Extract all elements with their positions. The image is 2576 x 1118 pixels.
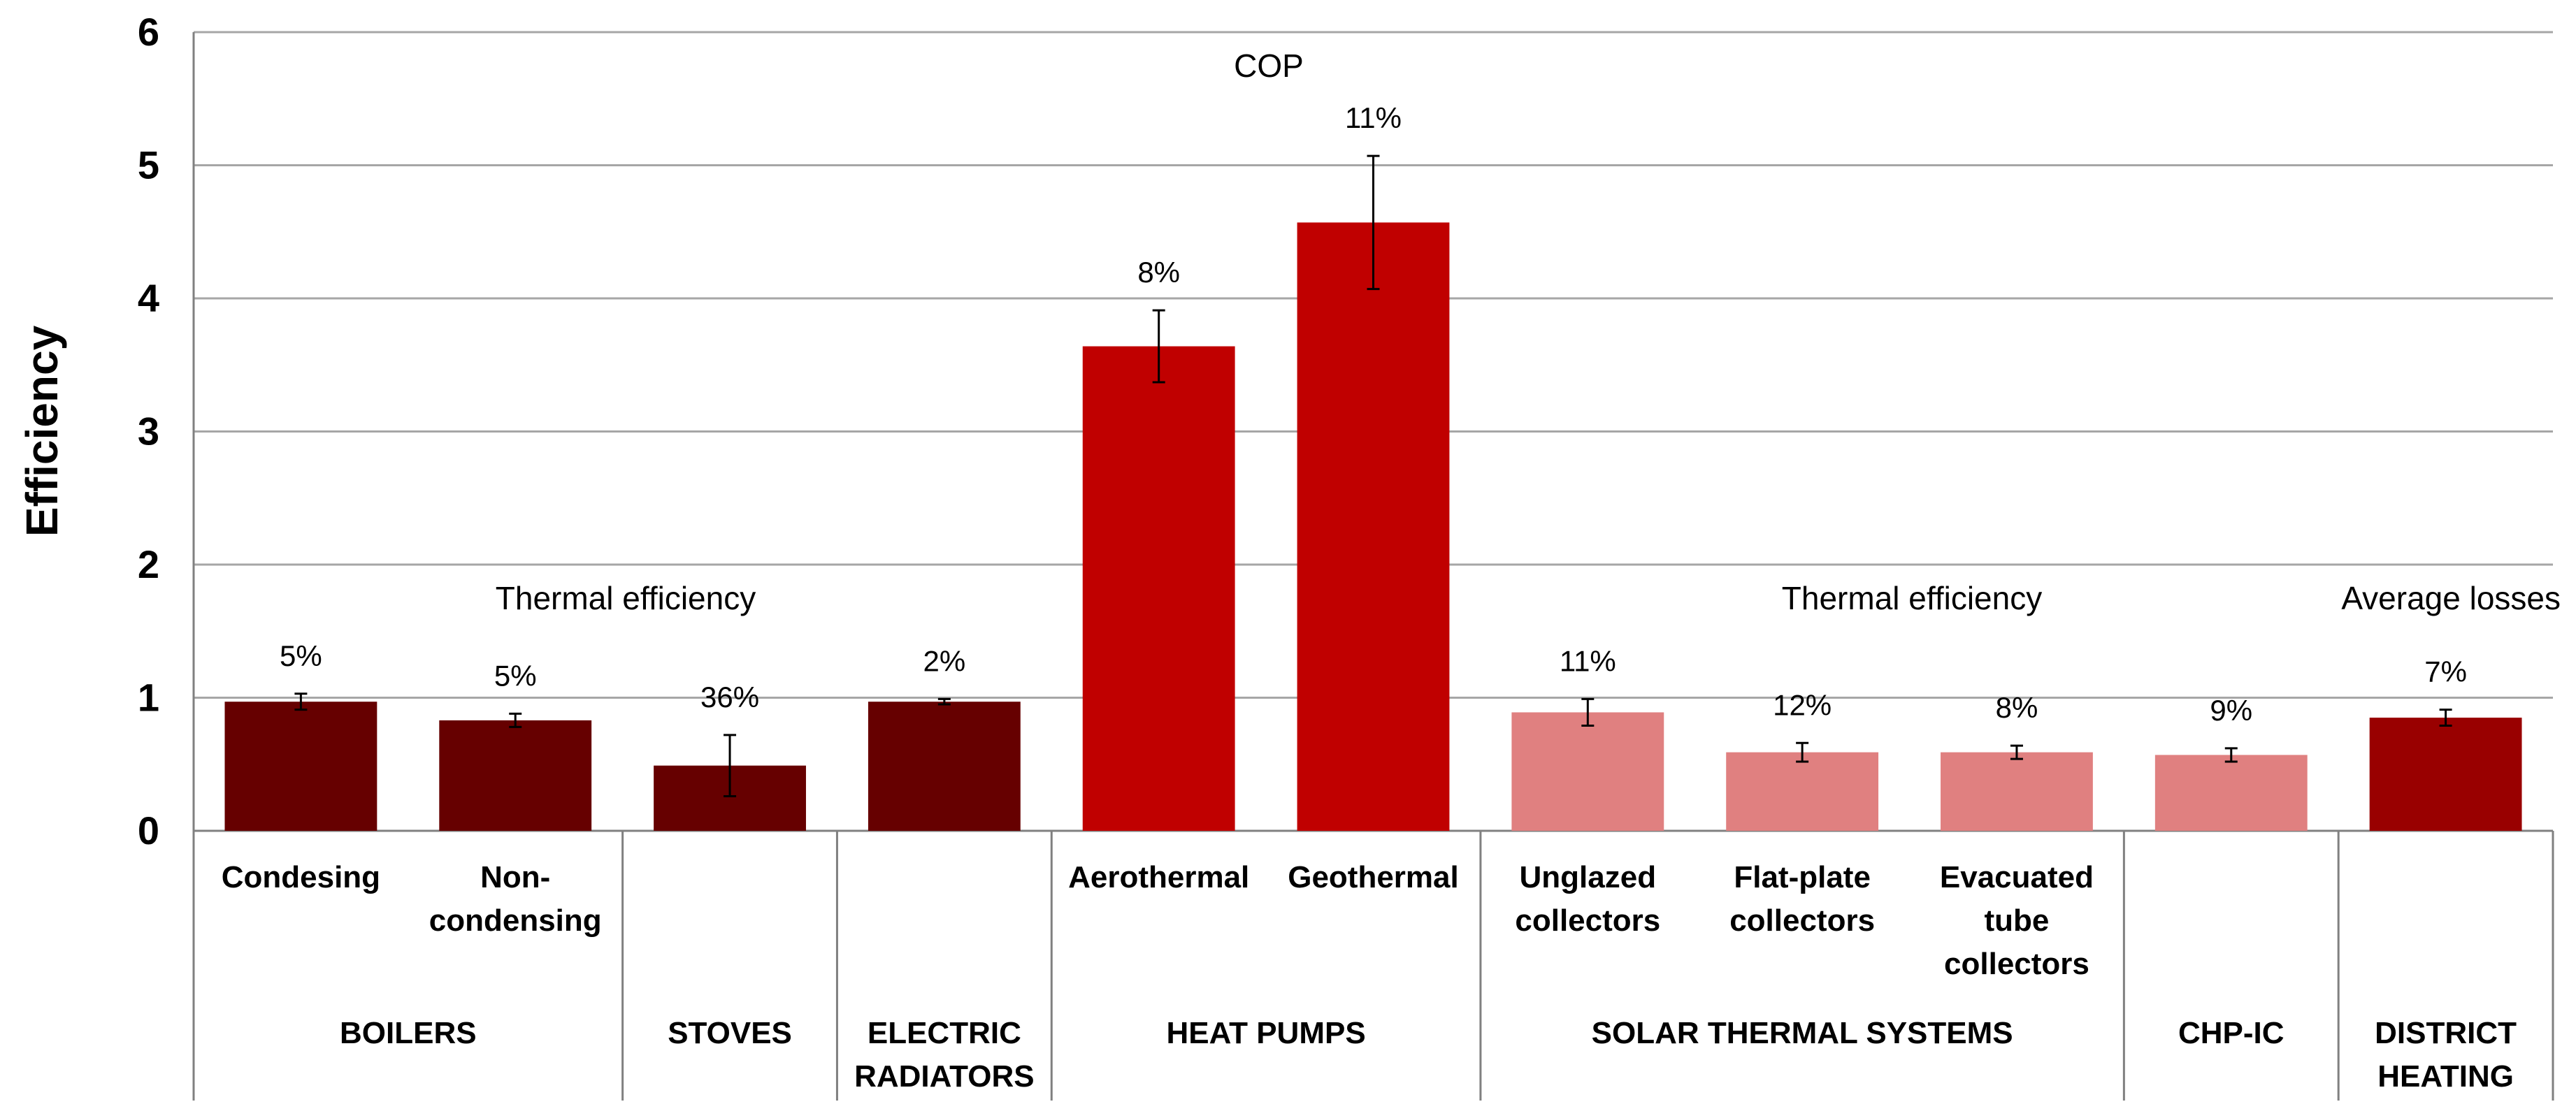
data-label: 11% [1345,101,1402,134]
annotation: COP [1234,48,1304,84]
data-label: 8% [1996,691,2038,724]
annotation: Average losses [2341,580,2561,616]
category-label: Unglazed collectors [1515,860,1660,938]
bar [868,702,1021,831]
bar [1941,752,2093,831]
bar [1082,346,1235,832]
bars [224,222,2522,832]
data-label: 5% [494,659,537,692]
group-label: HEAT PUMPS [1166,1016,1365,1050]
group-label: BOILERS [340,1016,477,1050]
bar [224,702,377,831]
annotation: Thermal efficiency [496,580,756,616]
bar [2369,718,2522,831]
data-label: 12% [1773,688,1832,721]
error-bars [294,154,2452,797]
bar [2154,755,2308,831]
data-label: 36% [700,681,759,713]
data-label: 7% [2424,655,2467,688]
category-labels: Condesing Non-condensing Aerothermal Geothe… [222,860,2094,981]
y-tick-labels: 0 1 2 3 4 5 6 [138,10,159,852]
y-tick-label: 1 [138,676,159,720]
category-separators [192,831,2554,1101]
group-label: ELECTRIC RADIATORS [854,1016,1035,1094]
data-label: 9% [2210,694,2252,727]
data-label: 11% [1560,644,1616,677]
y-tick-label: 2 [138,542,159,586]
y-tick-label: 3 [138,409,159,453]
data-label: 5% [280,639,322,672]
group-label: STOVES [668,1016,792,1050]
group-label: SOLAR THERMAL SYSTEMS [1592,1016,2013,1050]
category-label: Geothermal [1288,860,1459,894]
y-tick-label: 0 [138,808,159,852]
group-labels: BOILERS STOVES ELECTRIC RADIATORS HEAT PUMPS… [340,1016,2517,1094]
data-label: 2% [923,644,966,677]
annotations: Thermal efficiency COP Thermal efficiency A… [496,48,2561,616]
y-axis-title: Efficiency [17,325,67,537]
category-label: Aerothermal [1068,860,1249,894]
data-labels: 5% 5% 36% 2% 8% 11% 11% 12% 8% 9% 7% [280,101,2467,727]
y-tick-label: 6 [138,10,159,54]
category-label: Flat-plate collectors [1729,860,1875,938]
bar [1511,712,1664,831]
y-tick-label: 4 [138,276,159,320]
category-label: Evacuated tube collectors [1940,860,2094,981]
category-label: Non-condensing [429,860,602,938]
data-label: 8% [1137,256,1180,289]
group-label: DISTRICT HEATING [2375,1016,2517,1094]
y-tick-label: 5 [138,143,159,187]
bar [439,720,592,831]
bar [1297,222,1450,831]
category-label: Condesing [222,860,380,894]
annotation: Thermal efficiency [1782,580,2042,616]
bar [1726,752,1879,831]
group-label: CHP-IC [2178,1016,2284,1050]
